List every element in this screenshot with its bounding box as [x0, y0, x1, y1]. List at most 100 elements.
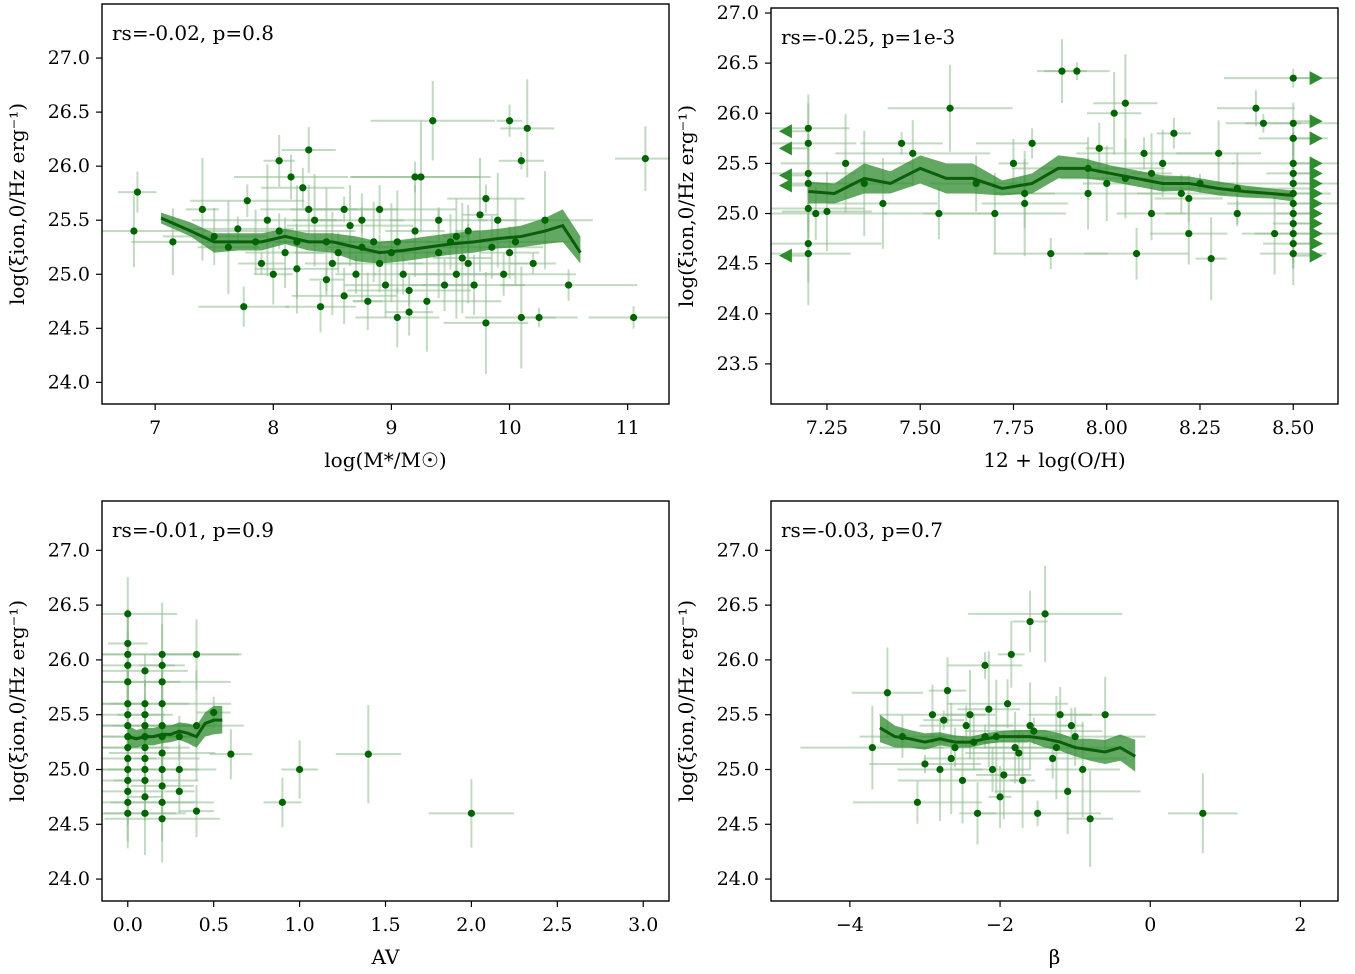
- data-point: [1289, 239, 1297, 248]
- data-point: [804, 204, 812, 213]
- data-point: [322, 238, 331, 246]
- data-point: [224, 243, 232, 251]
- data-point: [1185, 194, 1193, 203]
- data-point: [352, 270, 360, 278]
- data-point: [141, 711, 149, 719]
- x-tick-label: 0: [1144, 914, 1156, 936]
- data-point: [358, 243, 366, 251]
- x-tick-label: 11: [616, 417, 640, 439]
- data-point: [263, 216, 271, 224]
- data-point: [322, 276, 331, 284]
- data-point: [192, 722, 201, 730]
- data-point: [334, 249, 342, 257]
- data-point: [299, 184, 307, 192]
- upper-limit-marker: [778, 141, 792, 156]
- data-point: [898, 733, 907, 741]
- data-point: [1170, 129, 1178, 137]
- data-point: [1086, 815, 1094, 823]
- confidence-band: [879, 714, 1136, 772]
- x-tick-label: 7.25: [806, 417, 848, 439]
- data-point: [124, 733, 132, 741]
- y-tick-label: 24.5: [717, 813, 759, 835]
- data-point: [141, 700, 149, 708]
- data-point: [130, 227, 138, 235]
- data-point: [523, 124, 531, 132]
- y-tick-label: 24.5: [48, 317, 90, 339]
- running-median-line: [879, 726, 1136, 758]
- y-tick-label: 24.0: [717, 868, 759, 890]
- panel-av: 0.0 0.5 1.0 1.5 2.0 2.5 3.0 24.0 24.5 25.0 25.5 26.…: [5, 500, 670, 969]
- data-point: [1252, 104, 1260, 112]
- data-point: [124, 809, 132, 817]
- data-point: [158, 650, 166, 659]
- x-tick-label: 1.0: [284, 914, 314, 936]
- lower-limit-marker: [1309, 186, 1323, 201]
- data-point: [909, 149, 917, 157]
- data-point: [1289, 219, 1297, 228]
- x-tick-label: 8: [267, 417, 279, 439]
- data-point: [210, 232, 218, 241]
- x-tick-label: −4: [836, 914, 864, 936]
- data-point: [169, 238, 177, 246]
- data-point: [158, 661, 166, 669]
- data-point: [1026, 722, 1034, 730]
- data-point: [970, 738, 978, 746]
- data-point: [405, 286, 413, 295]
- data-point: [928, 711, 937, 719]
- lower-limit-marker: [1309, 236, 1323, 251]
- data-point: [1101, 711, 1109, 719]
- correlation-annotation: rs=-0.03, p=0.7: [781, 518, 943, 542]
- data-point: [435, 216, 443, 224]
- data-point: [641, 154, 649, 163]
- data-point: [275, 157, 283, 165]
- lower-limit-marker: [1309, 71, 1323, 86]
- data-point: [1147, 209, 1156, 218]
- data-point: [936, 765, 944, 774]
- y-axis-label: log(ξion,0/Hz erg⁻¹): [5, 103, 29, 305]
- data-point: [940, 716, 948, 724]
- data-point: [1289, 169, 1297, 178]
- data-point: [269, 270, 277, 278]
- x-tick-label: 8.00: [1086, 417, 1128, 439]
- y-tick-label: 26.0: [717, 649, 759, 671]
- data-point: [1052, 743, 1060, 752]
- data-point: [985, 705, 993, 713]
- x-tick-label: 7: [149, 417, 161, 439]
- x-tick-label: 2.0: [456, 914, 486, 936]
- data-point: [158, 678, 166, 686]
- data-point: [175, 733, 183, 741]
- data-point: [535, 313, 543, 322]
- data-point: [141, 754, 149, 763]
- x-tick-label: 8.25: [1179, 417, 1221, 439]
- data-point: [1233, 209, 1241, 218]
- data-point: [1056, 711, 1064, 719]
- data-point: [935, 209, 943, 218]
- x-tick-label: 9: [385, 417, 397, 439]
- x-axis-label: 12 + log(O/H): [983, 448, 1125, 472]
- data-point: [1047, 250, 1055, 258]
- data-point: [158, 782, 166, 790]
- data-point: [227, 750, 235, 758]
- data-point: [883, 689, 892, 697]
- data-point: [452, 270, 460, 278]
- lower-limit-marker: [1309, 166, 1323, 181]
- data-point: [981, 733, 989, 741]
- data-point: [141, 733, 149, 741]
- plot-area: [102, 79, 669, 375]
- data-point: [1009, 159, 1018, 167]
- data-point: [158, 798, 166, 806]
- data-point: [482, 194, 490, 203]
- data-point: [467, 809, 476, 817]
- data-point: [1289, 189, 1297, 198]
- data-point: [287, 173, 295, 181]
- y-tick-label: 25.5: [717, 704, 759, 726]
- data-point: [1121, 174, 1129, 183]
- data-point: [210, 708, 218, 717]
- confidence-band: [161, 209, 581, 264]
- data-point: [804, 179, 812, 188]
- y-tick-label: 24.0: [48, 868, 90, 890]
- running-median-line: [808, 166, 1294, 197]
- y-tick-label: 26.0: [717, 102, 759, 124]
- axes-frame: [770, 7, 1339, 405]
